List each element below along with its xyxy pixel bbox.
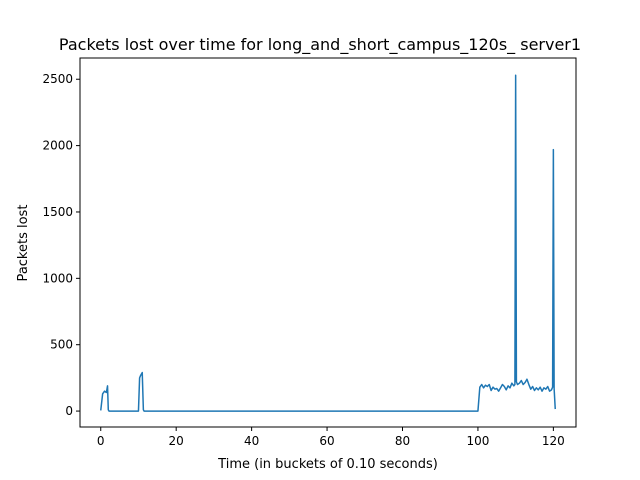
y-axis-label: Packets lost	[16, 205, 31, 282]
x-tick-label-40: 40	[244, 434, 259, 448]
y-tick-label-0: 0	[65, 404, 73, 418]
y-tick-label-500: 500	[50, 338, 73, 352]
y-tick-label-1000: 1000	[42, 271, 73, 285]
y-tick-label-2000: 2000	[42, 139, 73, 153]
plot-area: 0 20 40 60 80 100 120 0 500 1000 1500 2000 2500	[42, 57, 577, 448]
chart-title: Packets lost over time for long_and_shor…	[59, 35, 581, 55]
plot-frame	[79, 57, 577, 428]
x-axis-label: Time (in buckets of 0.10 seconds)	[217, 457, 438, 472]
x-tick-label-80: 80	[395, 434, 410, 448]
x-tick-label-60: 60	[319, 434, 334, 448]
y-tick-label-2500: 2500	[42, 72, 73, 86]
x-tick-label-100: 100	[466, 434, 489, 448]
x-tick-label-20: 20	[169, 434, 184, 448]
series-line-0	[100, 74, 556, 412]
x-tick-label-0: 0	[97, 434, 105, 448]
x-tick-label-120: 120	[542, 434, 565, 448]
y-tick-label-1500: 1500	[42, 205, 73, 219]
